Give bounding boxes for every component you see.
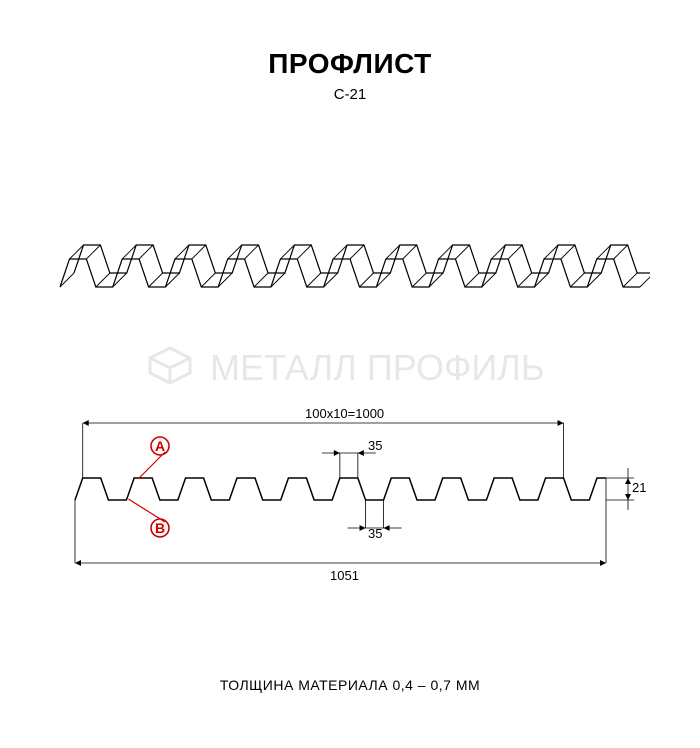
- watermark-text: МЕТАЛЛ ПРОФИЛЬ: [210, 347, 544, 389]
- dim-top-seg: 35: [368, 438, 382, 453]
- marker-b-label: B: [155, 520, 165, 536]
- footer-text: ТОЛЩИНА МАТЕРИАЛА 0,4 – 0,7 ММ: [0, 677, 700, 693]
- page-title: ПРОФЛИСТ: [0, 48, 700, 80]
- profile-view: 100х10=1000 1051 35 35 21 A B: [50, 408, 650, 588]
- watermark: МЕТАЛЛ ПРОФИЛЬ: [140, 328, 560, 408]
- isometric-view: [50, 193, 650, 323]
- dim-top-width: 100х10=1000: [305, 406, 384, 421]
- page-subtitle: С-21: [0, 86, 700, 103]
- dim-height: 21: [632, 480, 646, 495]
- watermark-logo-icon: [140, 338, 200, 398]
- marker-a-label: A: [155, 438, 165, 454]
- dim-bottom-width: 1051: [330, 568, 359, 583]
- dim-bottom-seg: 35: [368, 526, 382, 541]
